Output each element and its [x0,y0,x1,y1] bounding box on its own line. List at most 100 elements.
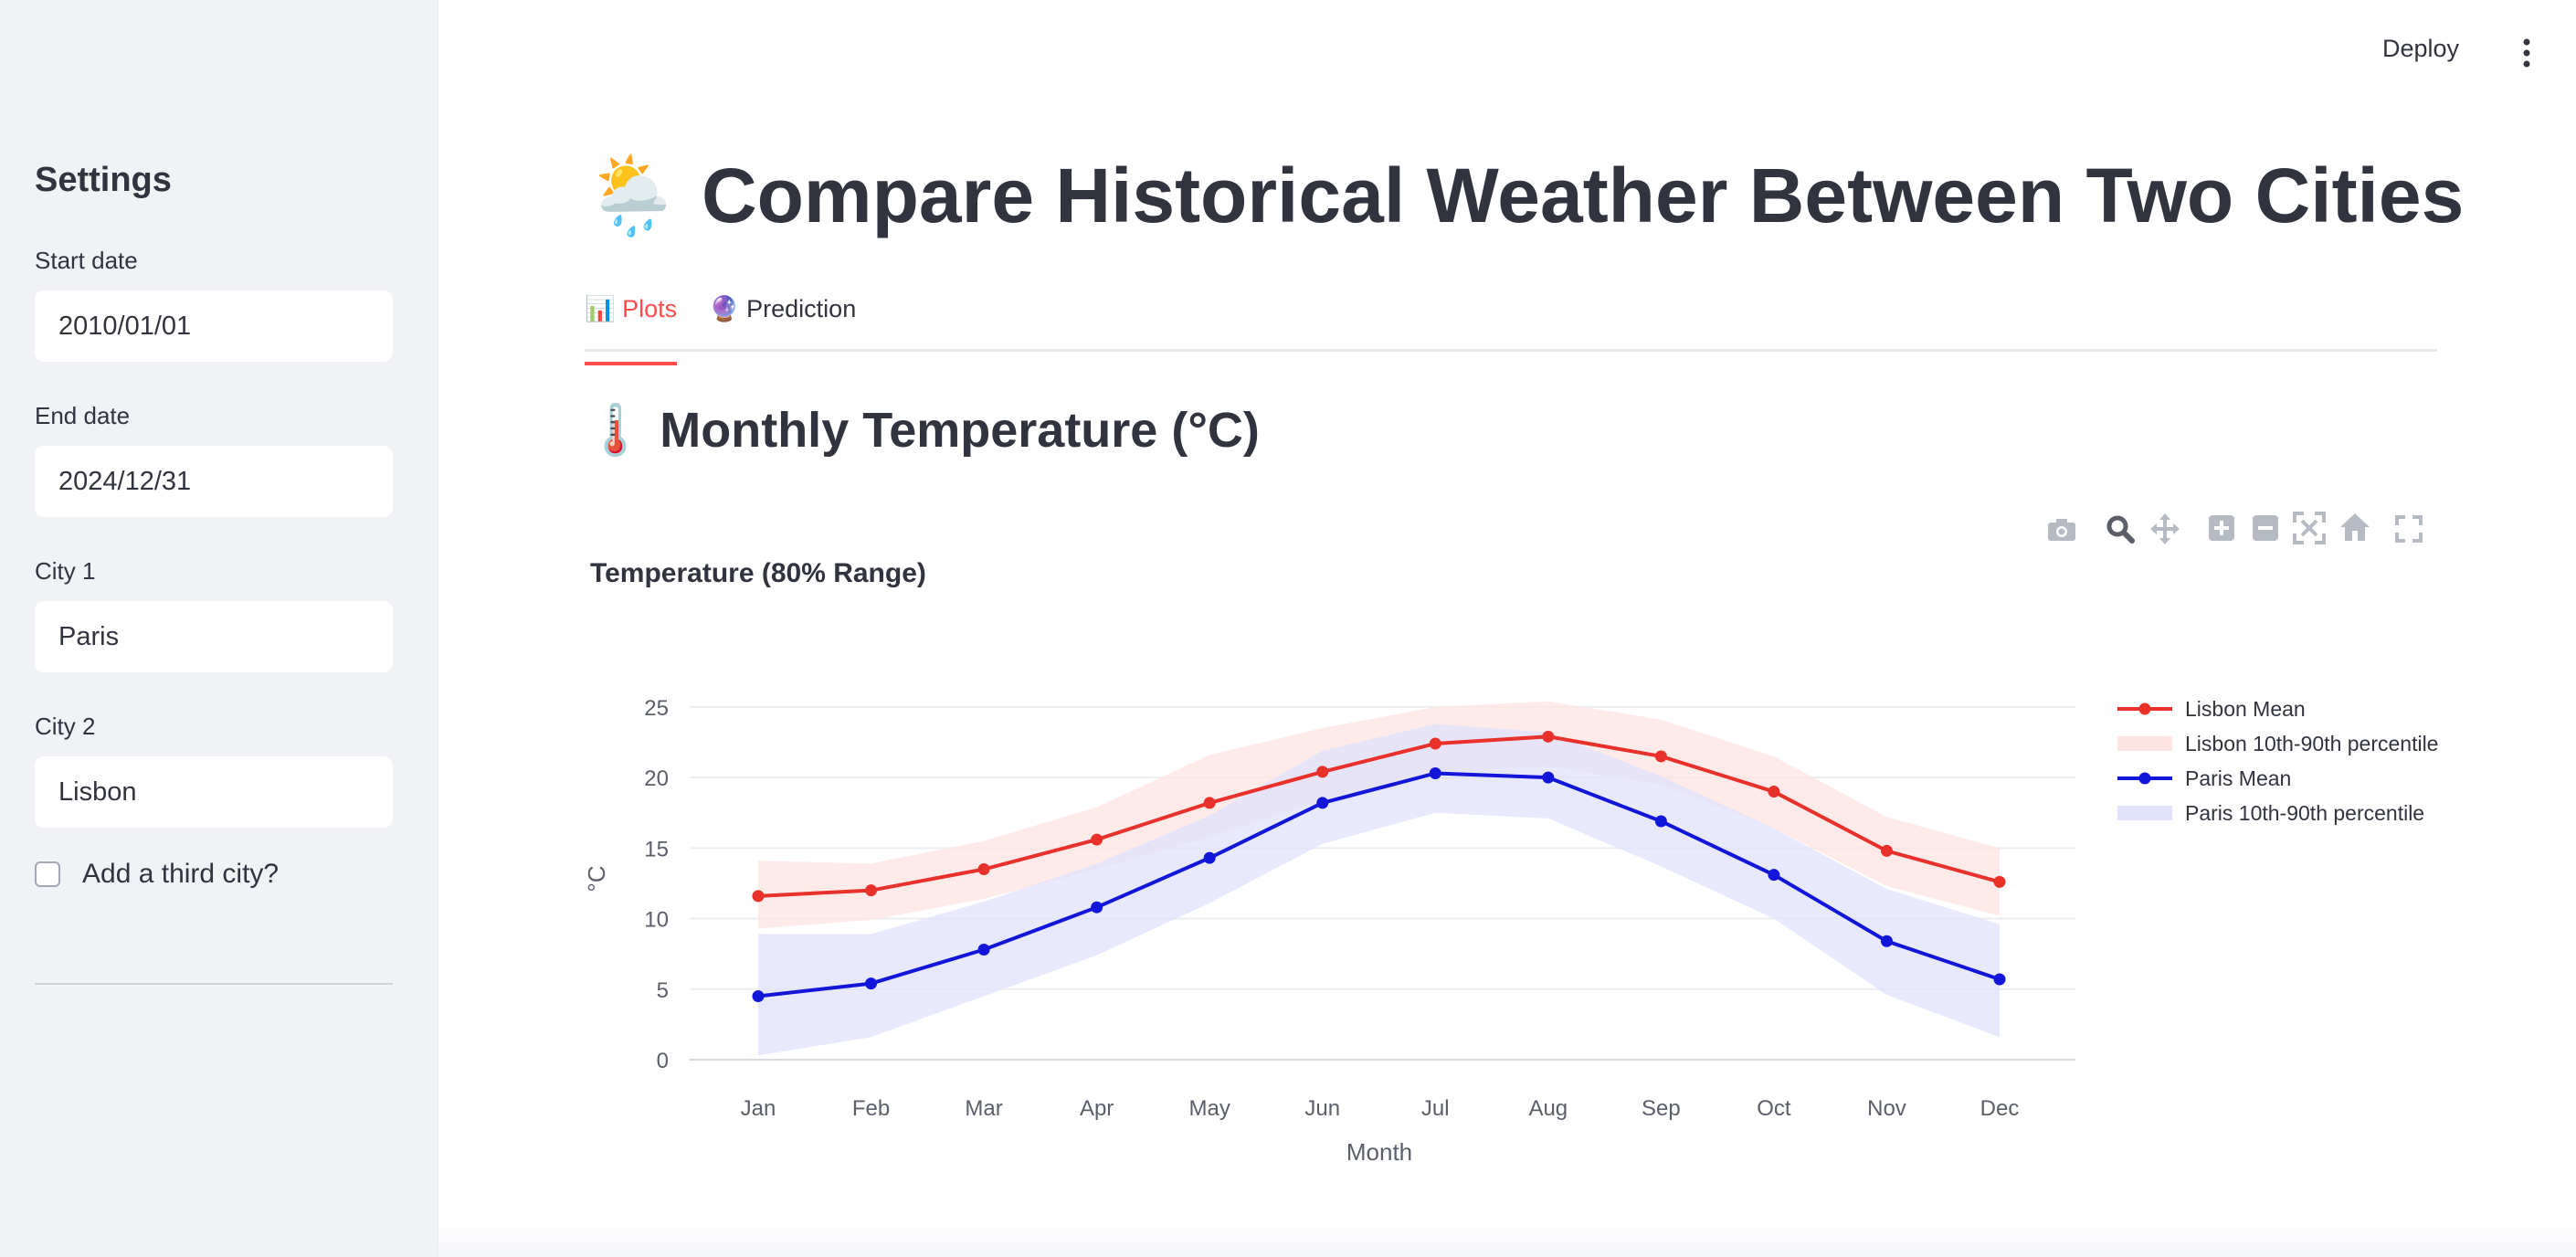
point-paris [1768,869,1780,882]
x-tick-label: Jan [741,1096,776,1121]
x-tick-label: Apr [1080,1096,1114,1121]
y-tick-label: 25 [644,696,669,721]
point-lisbon [1542,730,1555,743]
x-tick-label: Dec [1980,1096,2020,1121]
city2-label: City 2 [35,713,96,740]
fullscreen-icon[interactable] [2395,515,2423,543]
legend-swatch-paris-10th-90th-percentile [2117,806,2172,820]
band-paris [758,724,2000,1056]
x-tick-label: Mar [965,1096,1002,1121]
chart-title: Temperature (80% Range) [590,558,926,588]
third-city-label: Add a third city? [82,859,280,889]
x-tick-label: Aug [1528,1096,1568,1121]
section-title-text: Monthly Temperature (°C) [660,403,1260,458]
point-paris [1542,771,1555,784]
x-tick-label: Jun [1304,1096,1340,1121]
y-tick-label: 15 [644,837,669,861]
x-tick-label: Nov [1867,1096,1906,1121]
legend-swatch-lisbon-10th-90th-percentile [2117,736,2172,751]
start-date-input[interactable] [35,290,393,362]
point-lisbon [1654,750,1667,763]
third-city-checkbox-row[interactable]: Add a third city? [35,859,279,890]
point-paris [977,944,990,956]
x-tick-label: May [1189,1096,1230,1121]
tab-prediction-label: Prediction [746,295,857,322]
tab-plots-label: Plots [622,295,678,322]
point-paris [752,990,765,1002]
title-emoji: 🌦️ [585,153,681,238]
point-paris [1880,935,1893,947]
third-city-checkbox[interactable] [35,861,60,887]
point-paris [1091,901,1103,914]
tab-bar: 📊 Plots 🔮 Prediction [585,290,2437,365]
end-date-label: End date [35,402,131,429]
pan-icon[interactable] [2150,513,2180,544]
crystal-ball-icon: 🔮 [709,295,740,322]
reset-axes-icon[interactable] [2340,513,2370,541]
zoom-in-icon[interactable] [2209,515,2234,541]
vertical-dots-icon[interactable] [2516,37,2538,69]
chart-lines [757,734,2001,998]
point-paris [1429,766,1441,779]
x-axis-ticks: Jan Feb Mar Apr May Jun Jul Aug Sep Oct Nov Dec [741,1096,2020,1121]
point-lisbon [865,884,878,897]
chart-bands [758,701,2000,1056]
legend-label-lisbon-10th-90th-percentile: Lisbon 10th-90th percentile [2185,732,2438,755]
point-paris [865,977,878,990]
legend-label-lisbon-mean: Lisbon Mean [2185,697,2306,721]
x-tick-label: Sep [1642,1096,1681,1121]
line-paris [757,771,2001,998]
y-axis-ticks: 0 5 10 15 20 25 [644,696,669,1073]
point-lisbon [752,890,765,903]
sidebar: Settings Start date End date City 1 City… [0,0,438,1257]
city2-input[interactable] [35,756,393,828]
point-lisbon [1316,766,1329,778]
sidebar-divider [35,983,393,985]
zoom-out-icon[interactable] [2253,515,2278,541]
chart-legend: Lisbon Mean Lisbon 10th-90th percentile Pa… [2117,697,2438,825]
point-lisbon [1429,737,1441,750]
chart-modebar [2048,512,2423,544]
point-lisbon [977,863,990,875]
point-lisbon [1203,797,1216,809]
autoscale-icon[interactable] [2293,512,2326,544]
page-title: 🌦️ Compare Historical Weather Between Tw… [585,151,2464,241]
point-paris [1654,815,1667,828]
y-tick-label: 5 [657,978,669,1003]
point-lisbon [1768,786,1780,798]
temperature-chart: Temperature (80% Range) 0 5 10 15 20 25 Jan Fe… [585,558,2438,1166]
y-tick-label: 0 [657,1049,669,1073]
bottom-fade [438,1220,2576,1257]
point-paris [1203,851,1216,864]
camera-icon[interactable] [2048,519,2075,541]
y-tick-label: 20 [644,766,669,791]
chart-icon: 📊 [585,295,616,322]
point-lisbon [1993,875,2006,888]
start-date-label: Start date [35,247,138,274]
city1-label: City 1 [35,557,96,585]
band-lisbon [758,701,2000,929]
legend-label-paris-10th-90th-percentile: Paris 10th-90th percentile [2185,801,2424,825]
y-tick-label: 10 [644,908,669,933]
end-date-input[interactable] [35,446,393,517]
deploy-button[interactable]: Deploy [2382,35,2460,62]
tab-prediction[interactable]: 🔮 Prediction [709,294,856,349]
zoom-icon[interactable] [2106,515,2135,544]
y-axis-label: °C [585,865,610,892]
point-lisbon [1091,833,1103,846]
city1-input[interactable] [35,601,393,672]
x-axis-label: Month [1346,1138,1412,1166]
x-tick-label: Jul [1421,1096,1450,1121]
title-text: Compare Historical Weather Between Two C… [701,153,2465,238]
legend-label-paris-mean: Paris Mean [2185,766,2291,790]
legend-marker-paris-mean [2138,772,2151,785]
line-lisbon [757,734,2001,898]
point-paris [1316,797,1329,809]
tab-plots[interactable]: 📊 Plots [585,294,678,365]
section-title: 🌡️ Monthly Temperature (°C) [585,402,1260,459]
sidebar-heading: Settings [35,161,172,199]
x-tick-label: Feb [852,1096,890,1121]
point-lisbon [1880,844,1893,857]
chart-points [752,730,2006,1002]
thermometer-icon: 🌡️ [585,403,647,458]
